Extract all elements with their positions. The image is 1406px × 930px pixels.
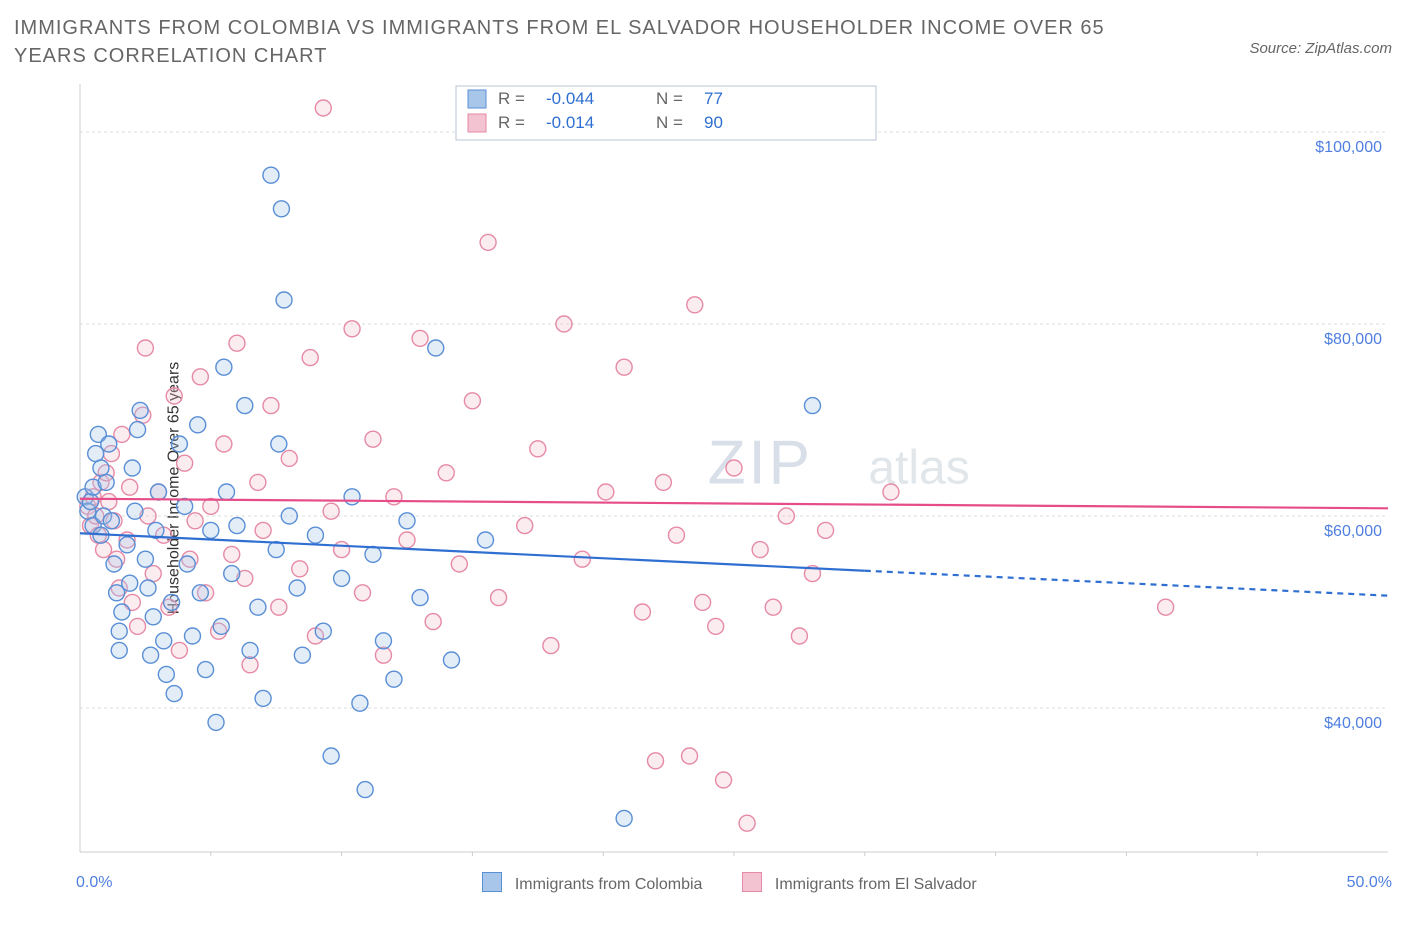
legend-item-colombia: Immigrants from Colombia xyxy=(482,872,702,894)
svg-text:90: 90 xyxy=(704,113,723,132)
svg-text:77: 77 xyxy=(704,89,723,108)
scatter-plot: $40,000 $60,000 $80,000 $100,000 ZIP atlas R =… xyxy=(76,80,1392,856)
legend-label-colombia: Immigrants from Colombia xyxy=(515,876,703,893)
svg-text:ZIP: ZIP xyxy=(708,429,813,498)
svg-text:N =: N = xyxy=(656,113,683,132)
chart-title: IMMIGRANTS FROM COLOMBIA VS IMMIGRANTS F… xyxy=(14,14,1134,70)
legend-swatch-colombia xyxy=(482,872,502,892)
svg-text:$100,000: $100,000 xyxy=(1315,139,1382,156)
chart-source: Source: ZipAtlas.com xyxy=(1249,40,1392,57)
svg-text:R =: R = xyxy=(498,89,525,108)
svg-text:$80,000: $80,000 xyxy=(1324,331,1382,348)
x-tick-max: 50.0% xyxy=(1347,874,1392,892)
svg-text:atlas: atlas xyxy=(868,442,969,495)
x-axis-row: 0.0% Immigrants from Colombia Immigrants… xyxy=(76,870,1392,896)
legend-swatch-elsalvador xyxy=(742,872,762,892)
legend-item-elsalvador: Immigrants from El Salvador xyxy=(742,872,976,894)
svg-text:R =: R = xyxy=(498,113,525,132)
svg-text:-0.014: -0.014 xyxy=(546,113,594,132)
svg-text:$60,000: $60,000 xyxy=(1324,523,1382,540)
svg-text:$40,000: $40,000 xyxy=(1324,715,1382,732)
legend-label-elsalvador: Immigrants from El Salvador xyxy=(775,876,977,893)
x-tick-min: 0.0% xyxy=(76,874,112,892)
svg-text:-0.044: -0.044 xyxy=(546,89,594,108)
svg-text:N =: N = xyxy=(656,89,683,108)
series-legend: Immigrants from Colombia Immigrants from… xyxy=(482,872,976,894)
